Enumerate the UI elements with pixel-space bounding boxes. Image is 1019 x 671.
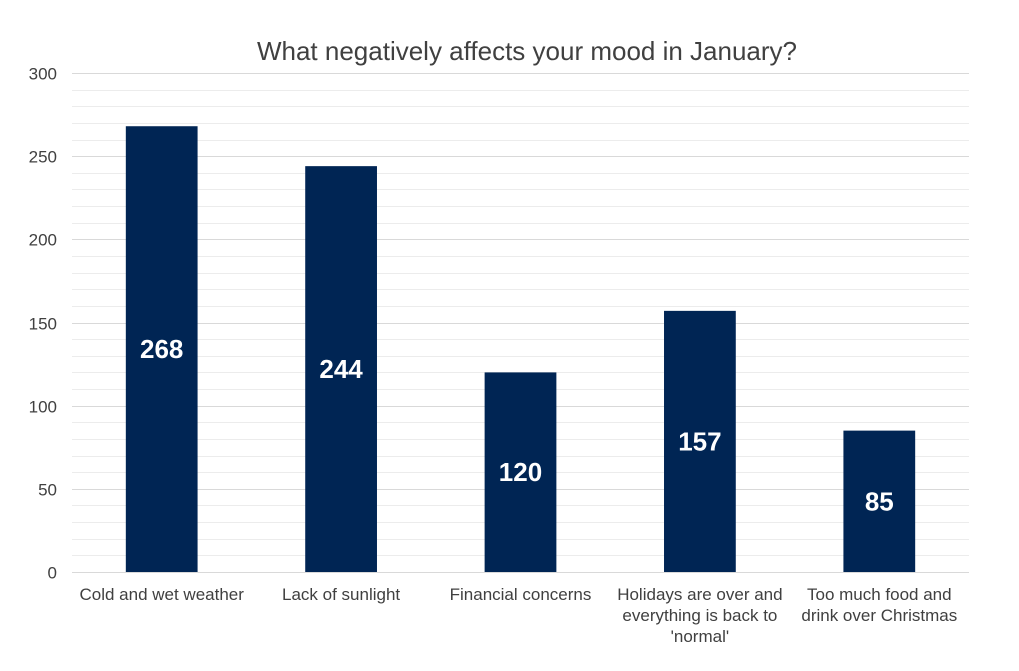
- bar-value-label: 157: [678, 426, 721, 456]
- x-category-label: Holidays are over and everything is back …: [617, 585, 782, 646]
- y-tick-label: 50: [38, 481, 57, 500]
- y-tick-label: 300: [29, 65, 57, 84]
- bar-value-labels: 268 244 120 157 85: [140, 334, 894, 516]
- bar: [125, 126, 198, 572]
- bar-value-label: 85: [865, 486, 894, 516]
- bar: [843, 430, 916, 572]
- bar-value-label: 120: [499, 457, 542, 487]
- y-tick-label: 150: [29, 315, 57, 334]
- x-axis-category-labels: Cold and wet weather Lack of sunlight Fina…: [79, 585, 957, 646]
- bar-value-label: 268: [140, 334, 183, 364]
- minor-gridlines: [72, 90, 969, 556]
- chart-title: What negatively affects your mood in Jan…: [257, 36, 797, 66]
- bar: [305, 166, 377, 572]
- x-category-label: Financial concerns: [450, 585, 592, 604]
- bar: [484, 372, 557, 572]
- bar: [664, 310, 736, 572]
- y-tick-label: 250: [29, 148, 57, 167]
- y-axis-tick-labels: 0 50 100 150 200 250 300: [29, 65, 57, 583]
- x-category-label: Lack of sunlight: [282, 585, 400, 604]
- x-category-label: Cold and wet weather: [79, 585, 244, 604]
- bar-value-label: 244: [319, 354, 363, 384]
- bars: [125, 126, 916, 572]
- x-category-label: Too much food and drink over Christmas: [801, 585, 957, 625]
- y-tick-label: 200: [29, 231, 57, 250]
- y-tick-label: 0: [48, 564, 57, 583]
- y-tick-label: 100: [29, 398, 57, 417]
